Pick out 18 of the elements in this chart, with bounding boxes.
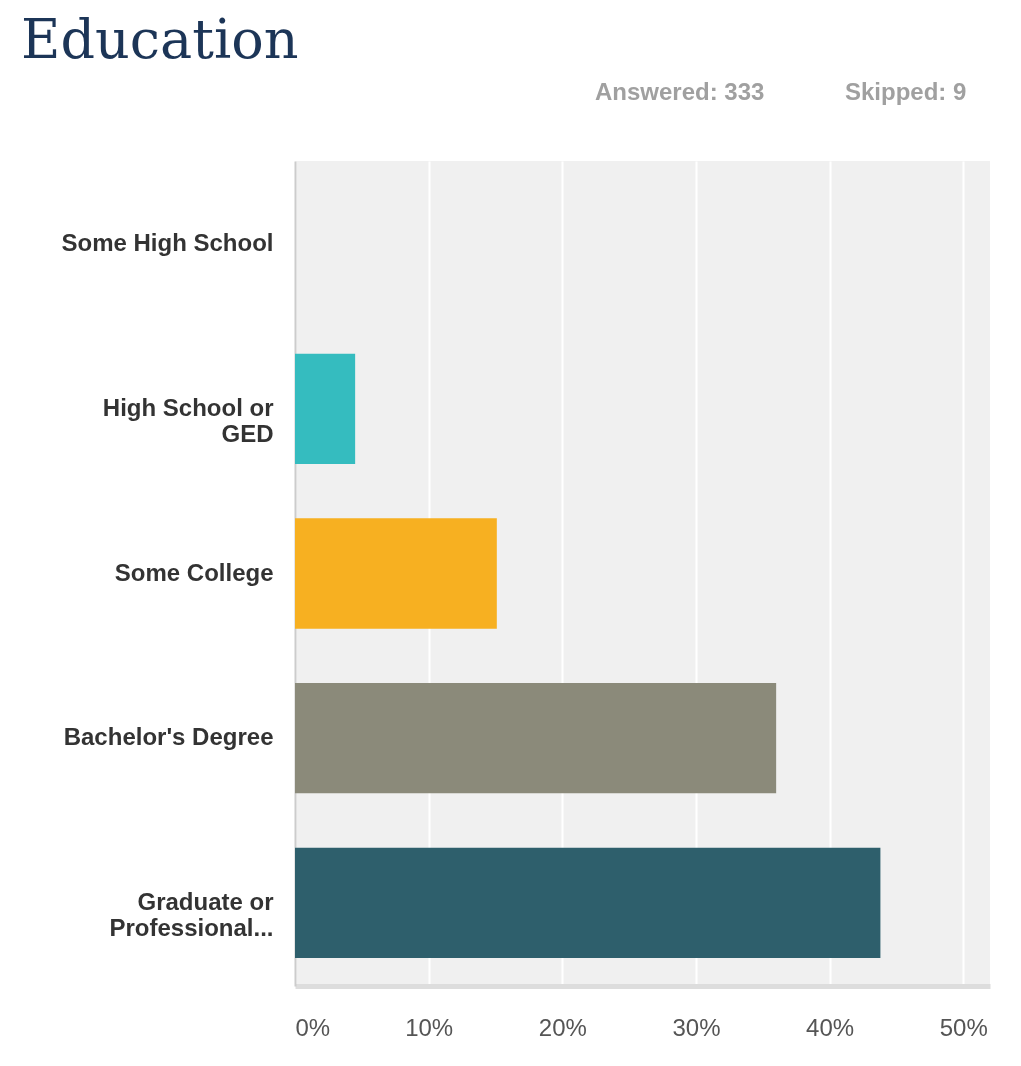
y-tick-label: Some College <box>114 558 274 586</box>
bar <box>295 847 881 959</box>
text: Skipped: 9 <box>845 78 967 105</box>
bar <box>295 518 497 629</box>
x-tick-label: 40% <box>806 1013 855 1041</box>
chart-title: Education <box>20 8 299 71</box>
y-tick-label: Bachelor's Degree <box>63 723 274 751</box>
y-tick-label: Some High School <box>61 229 274 257</box>
y-tick-label: High School or GED <box>102 393 274 447</box>
x-tick-label: 20% <box>538 1013 587 1041</box>
x-tick-label: 30% <box>672 1013 721 1041</box>
x-tick-label: 0% <box>295 1013 331 1041</box>
text: Answered: 333 <box>595 78 765 105</box>
bar <box>295 683 777 794</box>
x-tick-label: 50% <box>939 1013 988 1041</box>
x-tick-label: 10% <box>405 1013 454 1041</box>
bar <box>295 353 356 464</box>
y-tick-label: Graduate or Professional... <box>109 887 274 941</box>
